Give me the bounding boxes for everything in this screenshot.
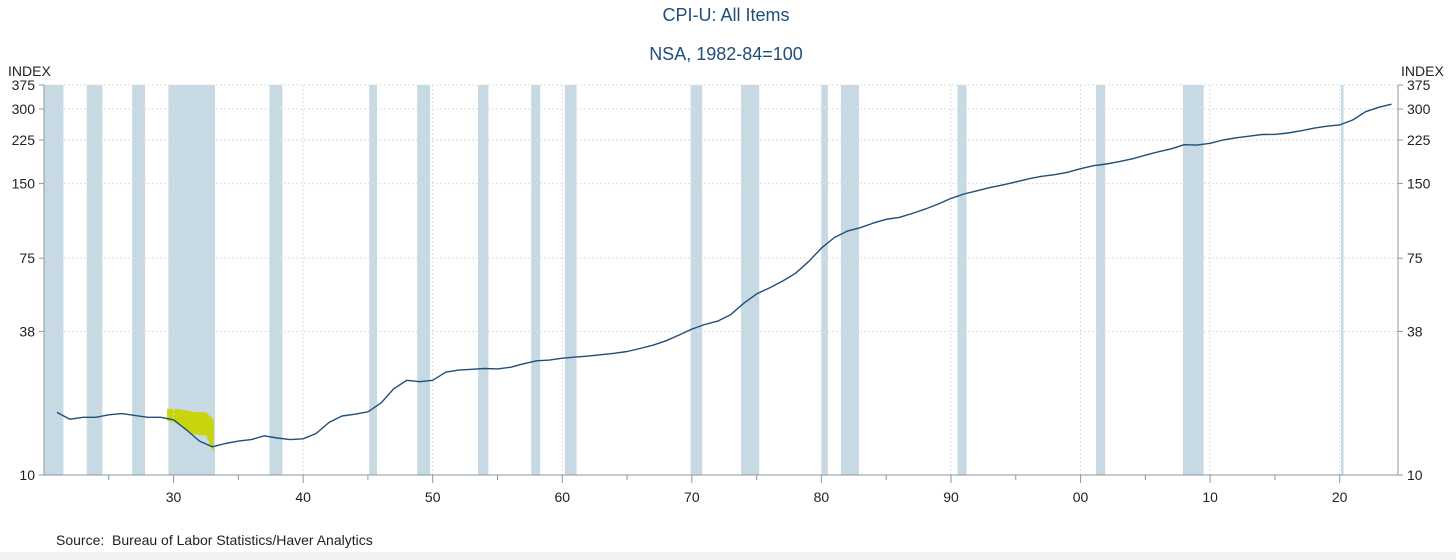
cpi-line — [56, 103, 1392, 448]
left-y-tick-label: 150 — [12, 176, 36, 192]
x-tick-label: 20 — [1332, 489, 1348, 505]
recession-band — [957, 85, 967, 475]
x-tick-label: 40 — [295, 489, 311, 505]
recession-band — [840, 85, 859, 475]
x-tick-label: 90 — [943, 489, 959, 505]
x-tick-label: 80 — [814, 489, 830, 505]
right-y-tick-label: 38 — [1407, 323, 1423, 339]
recession-band — [564, 85, 577, 475]
left-y-tick-label: 75 — [19, 250, 35, 266]
bottom-strip — [0, 552, 1456, 560]
recession-band — [1340, 85, 1344, 475]
left-axis-unit: INDEX — [8, 63, 51, 79]
recession-band — [86, 85, 103, 475]
right-y-tick-label: 75 — [1407, 250, 1423, 266]
x-tick-label: 00 — [1073, 489, 1089, 505]
gridlines — [44, 84, 1398, 475]
recession-band — [44, 85, 64, 475]
right-y-tick-label: 300 — [1407, 101, 1431, 117]
recession-band — [132, 85, 146, 475]
left-y-tick-label: 300 — [12, 101, 36, 117]
recession-band — [690, 85, 703, 475]
right-y-tick-label: 150 — [1407, 176, 1431, 192]
right-axis-unit: INDEX — [1401, 63, 1444, 79]
recession-band — [531, 85, 541, 475]
recession-band — [417, 85, 431, 475]
chart-title: CPI-U: All Items — [662, 5, 789, 25]
right-y-tick-label: 375 — [1407, 77, 1431, 93]
recession-band — [369, 85, 377, 475]
recession-band — [741, 85, 760, 475]
recession-bands — [44, 85, 1344, 475]
left-y-tick-label: 10 — [19, 467, 35, 483]
x-tick-label: 50 — [425, 489, 441, 505]
recession-band — [269, 85, 283, 475]
x-tick-label: 30 — [166, 489, 182, 505]
cpi-series-line — [56, 103, 1392, 448]
x-tick-label: 60 — [554, 489, 570, 505]
axes: 10 10 38 38 75 75 150 150 225 225 300 300 375 375 30 40… — [12, 77, 1431, 505]
deflation-highlight — [167, 408, 214, 453]
x-tick-label: 70 — [684, 489, 700, 505]
source-note: Source: Bureau of Labor Statistics/Haver… — [56, 532, 373, 548]
chart-subtitle: NSA, 1982-84=100 — [649, 44, 803, 64]
recession-band — [1096, 85, 1106, 475]
left-y-tick-label: 375 — [12, 77, 36, 93]
recession-band — [821, 85, 828, 475]
left-y-tick-label: 225 — [12, 132, 36, 148]
highlight-shape — [167, 408, 214, 453]
right-y-tick-label: 10 — [1407, 467, 1423, 483]
x-tick-label: 10 — [1202, 489, 1218, 505]
left-y-tick-label: 38 — [19, 323, 35, 339]
recession-band — [1182, 85, 1204, 475]
right-y-tick-label: 225 — [1407, 132, 1431, 148]
recession-band — [478, 85, 489, 475]
